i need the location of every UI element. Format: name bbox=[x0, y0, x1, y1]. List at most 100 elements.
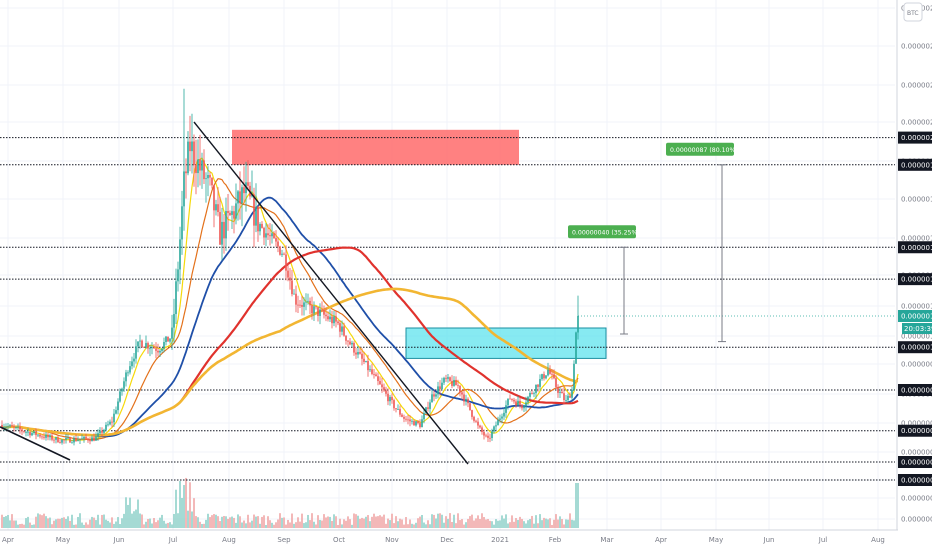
time-tick-label: Jun bbox=[113, 536, 125, 544]
volume-bar bbox=[423, 522, 425, 528]
volume-bar bbox=[565, 519, 567, 528]
candle-body bbox=[27, 431, 29, 433]
level-price-tag bbox=[898, 474, 932, 486]
volume-bar bbox=[141, 514, 143, 528]
candle-body bbox=[501, 416, 503, 419]
candle-body bbox=[87, 438, 89, 441]
candle-body bbox=[41, 436, 43, 438]
candle-body bbox=[255, 206, 257, 226]
volume-bar bbox=[29, 522, 31, 528]
volume-bar bbox=[493, 524, 495, 528]
candle-body bbox=[351, 342, 353, 345]
candle-body bbox=[571, 389, 573, 398]
candle-body bbox=[429, 402, 431, 409]
candle-body bbox=[231, 211, 233, 215]
candle-body bbox=[445, 377, 447, 379]
candle-body bbox=[407, 419, 409, 421]
time-tick-label: Feb bbox=[549, 536, 562, 544]
candle-body bbox=[97, 433, 99, 437]
volume-bar bbox=[89, 519, 91, 528]
candle-body bbox=[13, 426, 15, 428]
currency-badge-label: BTC bbox=[907, 10, 919, 17]
candle-body bbox=[441, 382, 443, 390]
volume-bar bbox=[331, 520, 333, 528]
candle-body bbox=[287, 270, 289, 278]
volume-bar bbox=[243, 520, 245, 528]
volume-bar bbox=[107, 520, 109, 528]
volume-bar bbox=[133, 511, 135, 528]
volume-bar bbox=[7, 514, 9, 528]
candle-body bbox=[397, 409, 399, 410]
candle-body bbox=[531, 392, 533, 394]
level-price-tag bbox=[898, 273, 932, 286]
candle-body bbox=[349, 341, 351, 345]
candle-body bbox=[495, 425, 497, 427]
volume-bar bbox=[147, 518, 149, 528]
candle-body bbox=[573, 363, 575, 390]
volume-bar bbox=[123, 513, 125, 528]
volume-bar bbox=[553, 519, 555, 528]
volume-bar bbox=[139, 513, 141, 528]
candle-body bbox=[337, 321, 339, 324]
zones bbox=[232, 129, 607, 359]
candle-body bbox=[341, 326, 343, 332]
volume-bar bbox=[533, 523, 535, 528]
volume-bar bbox=[355, 514, 357, 528]
candle-body bbox=[279, 246, 281, 255]
candle-body bbox=[511, 398, 513, 400]
volume-bar bbox=[313, 521, 315, 528]
candle-body bbox=[383, 387, 385, 391]
volume-bar bbox=[57, 518, 59, 528]
candle-body bbox=[303, 302, 305, 307]
candle-body bbox=[65, 437, 67, 440]
volume-bar bbox=[323, 514, 325, 528]
volume-bar bbox=[507, 523, 509, 528]
price-tick-label: 0.00000095 bbox=[901, 361, 932, 369]
volume-bar bbox=[465, 522, 467, 528]
candle-body bbox=[385, 390, 387, 394]
level-price-tag bbox=[898, 241, 932, 254]
volume-bar bbox=[31, 524, 33, 528]
volume-bar bbox=[415, 522, 417, 528]
candle-body bbox=[313, 306, 315, 314]
volume-bar bbox=[539, 514, 541, 528]
candle-body bbox=[159, 350, 161, 353]
target-label: 0.00000040 (35.25%) 40 bbox=[572, 229, 650, 236]
volume-bar bbox=[67, 516, 69, 528]
volume-bar bbox=[73, 524, 75, 528]
candle-body bbox=[497, 419, 499, 426]
candle-body bbox=[431, 394, 433, 403]
volume-bar bbox=[411, 523, 413, 528]
volume-bar bbox=[113, 523, 115, 528]
volume-bar bbox=[371, 516, 373, 528]
volume-bar bbox=[211, 515, 213, 528]
volume-bar bbox=[301, 513, 303, 528]
candle-body bbox=[467, 398, 469, 404]
volume-bar bbox=[519, 516, 521, 528]
volume-bar bbox=[33, 524, 35, 528]
volume-bar bbox=[155, 522, 157, 528]
candle-body bbox=[545, 375, 547, 379]
candle-body bbox=[391, 396, 393, 401]
volume-bar bbox=[555, 514, 557, 528]
level-price-label: 0.00000082 bbox=[901, 387, 932, 395]
candle-body bbox=[539, 379, 541, 387]
volume-bar bbox=[273, 524, 275, 528]
candle-body bbox=[399, 409, 401, 415]
candle-body bbox=[321, 309, 323, 311]
volume-bar bbox=[459, 520, 461, 528]
candle-body bbox=[423, 413, 425, 420]
volume-bar bbox=[381, 516, 383, 528]
candle-body bbox=[447, 377, 449, 379]
volume-bar bbox=[51, 524, 53, 528]
volume-bar bbox=[239, 516, 241, 528]
candle-body bbox=[71, 442, 73, 444]
candle-body bbox=[359, 352, 361, 354]
level-price-label: 0.00000036 bbox=[901, 477, 932, 485]
candle-body bbox=[123, 381, 125, 389]
volume-bar bbox=[291, 513, 293, 528]
target-projections[interactable]: 0.00000040 (35.25%) 40 0.00000087 (80.10%… bbox=[568, 142, 748, 343]
volume-bar bbox=[297, 517, 299, 528]
volume-bar bbox=[19, 524, 21, 528]
